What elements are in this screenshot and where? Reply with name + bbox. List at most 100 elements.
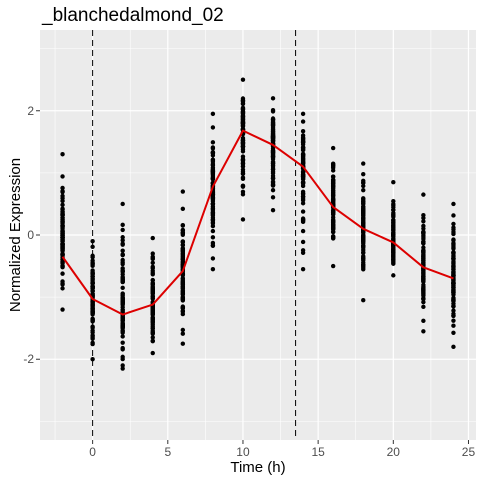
data-point bbox=[270, 207, 276, 213]
data-point bbox=[361, 244, 366, 249]
data-point bbox=[150, 312, 155, 317]
data-point bbox=[60, 196, 65, 201]
data-point bbox=[180, 276, 186, 281]
data-point bbox=[240, 141, 246, 147]
data-point bbox=[270, 167, 276, 172]
data-point bbox=[120, 266, 125, 271]
data-point bbox=[300, 119, 306, 124]
data-point bbox=[391, 203, 396, 208]
data-point bbox=[240, 164, 246, 169]
data-point bbox=[330, 174, 336, 179]
data-point bbox=[451, 231, 456, 237]
data-point bbox=[210, 228, 216, 234]
data-point bbox=[210, 125, 216, 130]
data-point bbox=[120, 316, 125, 321]
data-point bbox=[150, 308, 155, 313]
data-point bbox=[240, 117, 246, 122]
y-tick-label: -2 bbox=[23, 352, 34, 366]
data-point bbox=[451, 266, 456, 271]
data-point bbox=[330, 235, 336, 241]
data-point bbox=[300, 228, 306, 234]
data-point bbox=[361, 218, 366, 224]
data-point bbox=[240, 192, 246, 197]
data-point bbox=[451, 225, 456, 230]
data-point bbox=[180, 305, 186, 310]
data-point bbox=[120, 363, 125, 368]
data-point bbox=[240, 171, 246, 177]
data-point bbox=[451, 318, 456, 323]
data-point bbox=[60, 202, 65, 208]
data-point bbox=[300, 128, 306, 134]
data-point bbox=[150, 331, 155, 336]
data-point bbox=[150, 316, 155, 322]
data-point bbox=[60, 286, 65, 291]
data-point bbox=[270, 175, 276, 181]
data-point bbox=[391, 207, 396, 212]
data-point bbox=[361, 178, 366, 184]
data-point bbox=[391, 246, 396, 252]
data-point bbox=[180, 297, 186, 302]
chart-title: _blanchedalmond_02 bbox=[41, 5, 224, 26]
data-point bbox=[270, 96, 276, 101]
data-point bbox=[150, 339, 155, 344]
data-point bbox=[300, 145, 306, 150]
data-point bbox=[270, 109, 276, 114]
data-point bbox=[210, 192, 216, 197]
data-point bbox=[330, 177, 336, 183]
data-point bbox=[210, 146, 216, 151]
data-point bbox=[180, 223, 186, 228]
data-point bbox=[240, 154, 246, 159]
data-point bbox=[421, 296, 426, 301]
data-point bbox=[120, 238, 125, 243]
data-point bbox=[270, 156, 276, 162]
data-point bbox=[120, 296, 125, 302]
data-point bbox=[391, 232, 396, 238]
data-point bbox=[180, 242, 186, 248]
data-point bbox=[451, 295, 456, 301]
data-point bbox=[60, 174, 65, 179]
data-point bbox=[451, 281, 456, 286]
data-point bbox=[60, 225, 65, 230]
data-point bbox=[120, 293, 125, 298]
data-point bbox=[270, 161, 276, 166]
data-point bbox=[210, 235, 216, 240]
data-point bbox=[240, 121, 246, 126]
data-point bbox=[300, 172, 306, 177]
data-point bbox=[150, 289, 155, 295]
data-point bbox=[90, 285, 95, 290]
x-tick-label: 5 bbox=[164, 445, 171, 459]
reference-lines bbox=[92, 30, 297, 440]
data-point bbox=[361, 201, 366, 207]
data-point bbox=[120, 269, 125, 274]
series-line-mean bbox=[61, 129, 454, 316]
data-point bbox=[361, 171, 366, 177]
data-point bbox=[60, 282, 65, 287]
data-point bbox=[391, 213, 396, 218]
data-point bbox=[451, 260, 456, 266]
data-point bbox=[451, 273, 456, 278]
data-point bbox=[60, 152, 65, 157]
data-point bbox=[330, 199, 336, 205]
data-point bbox=[210, 204, 216, 209]
data-point bbox=[60, 242, 65, 247]
data-point bbox=[451, 301, 456, 306]
y-axis-title: Normalized Expression bbox=[7, 158, 24, 312]
data-point bbox=[150, 272, 155, 277]
data-point bbox=[210, 210, 216, 215]
data-point bbox=[120, 285, 125, 291]
data-point bbox=[240, 175, 246, 180]
data-point bbox=[60, 212, 65, 217]
data-point bbox=[421, 277, 426, 282]
data-point bbox=[361, 298, 366, 303]
data-point bbox=[361, 198, 366, 204]
data-point bbox=[180, 341, 186, 346]
data-point bbox=[120, 252, 125, 257]
data-point bbox=[330, 209, 336, 214]
data-point bbox=[270, 146, 276, 151]
x-tick-label: 15 bbox=[311, 445, 325, 459]
data-point bbox=[120, 261, 125, 267]
data-point bbox=[451, 344, 456, 350]
data-point bbox=[120, 356, 125, 362]
data-point bbox=[451, 253, 456, 258]
x-axis: 0 5 10 15 20 25 bbox=[89, 440, 475, 459]
